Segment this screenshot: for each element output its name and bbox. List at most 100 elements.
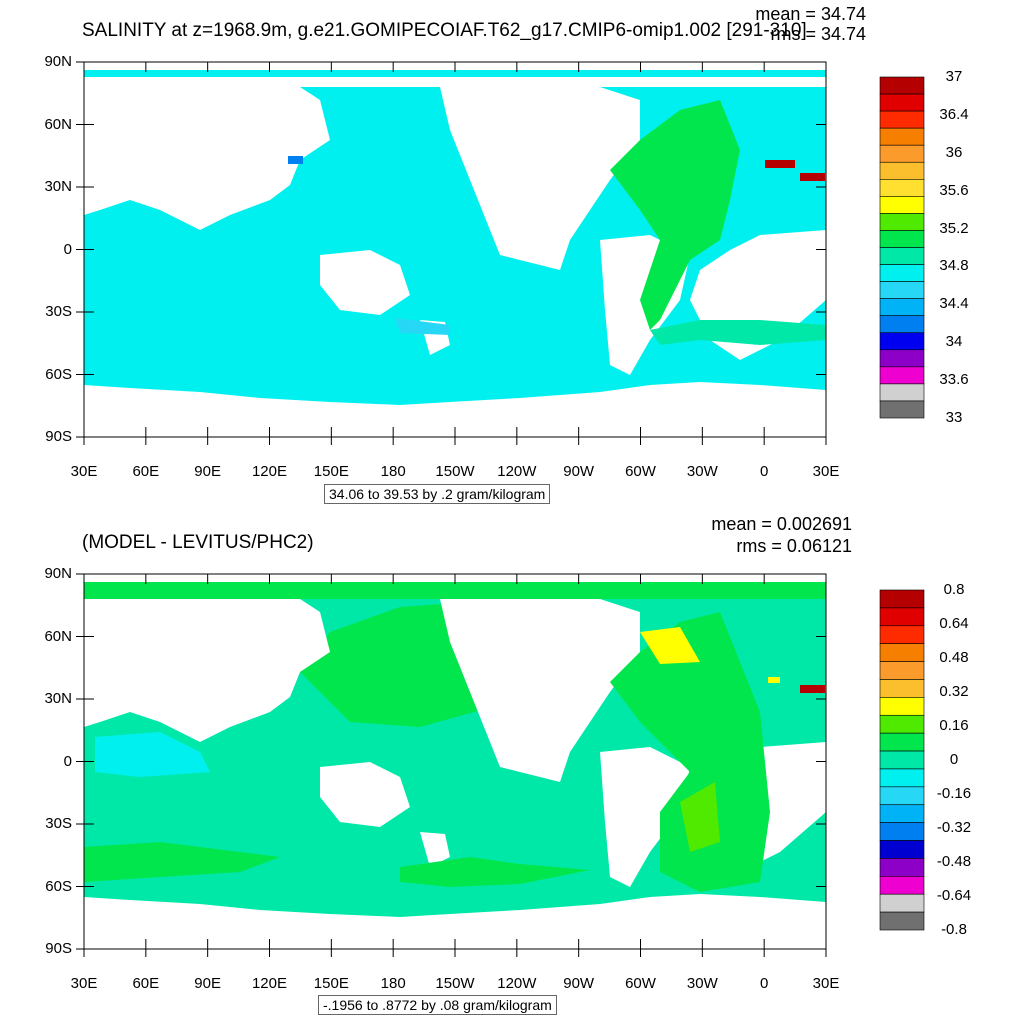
colorbar-swatch [879, 213, 925, 231]
colorbar-label: 34 [945, 333, 963, 351]
lat-label: 30N [44, 178, 72, 195]
colorbar-label: 35.2 [939, 219, 969, 237]
colorbar-swatch [879, 732, 925, 752]
colorbar-label: 0 [949, 751, 959, 768]
atlantic-green [610, 100, 740, 330]
atlantic-green [610, 612, 770, 892]
colorbar-swatch [879, 298, 925, 316]
colorbar-label: 36 [945, 143, 963, 161]
mediterranean [765, 160, 795, 168]
colorbar-swatch [879, 893, 925, 913]
colorbar-label: 37 [945, 68, 963, 85]
panel-title: (MODEL - LEVITUS/PHC2) [82, 532, 314, 553]
tick-marks [76, 573, 827, 957]
mediterranean [768, 677, 780, 683]
salinity-map [76, 61, 827, 445]
mean-value: mean = 34.74 [755, 4, 866, 24]
colorbar-swatch [879, 179, 925, 197]
colorbar-swatch [879, 750, 925, 770]
lat-label: 60N [44, 627, 72, 645]
colorbar-swatch [879, 400, 925, 419]
colorbar-swatch [879, 679, 925, 698]
colorbar [879, 76, 925, 419]
lon-label: 150W [435, 463, 475, 480]
lon-label: 30E [70, 975, 98, 992]
colorbar-swatch [879, 840, 925, 859]
lon-label: 60E [132, 463, 160, 480]
arctic-ice [84, 77, 826, 87]
lat-label: 0 [63, 240, 72, 258]
colorbar-swatch [879, 110, 925, 129]
lat-label: 30S [45, 815, 72, 832]
colorbar-swatch [879, 822, 925, 841]
lon-label: 60W [625, 975, 656, 992]
asia [84, 87, 330, 230]
colorbar-swatch [879, 93, 925, 112]
colorbar-label: 0.64 [939, 615, 969, 632]
colorbar-swatch [879, 230, 925, 248]
colorbar-label: 35.6 [939, 181, 969, 199]
lon-label: 180 [380, 975, 406, 992]
lon-label: 60W [625, 463, 656, 480]
south-america [600, 747, 690, 887]
labrador-yellow [640, 627, 700, 664]
colorbar-swatch [879, 661, 925, 680]
lat-label: 90N [44, 53, 72, 70]
colorbar-label: -0.16 [936, 785, 972, 802]
lon-label: 150E [313, 463, 349, 480]
colorbar-swatch [879, 714, 925, 734]
lat-label: 0 [63, 752, 72, 770]
lon-label: 120W [497, 463, 537, 480]
colorbar-swatch [879, 332, 925, 351]
colorbar-swatch [879, 144, 925, 163]
lon-label: 120W [497, 975, 537, 992]
indian-cyan [95, 732, 210, 777]
lon-label: 150W [435, 975, 475, 992]
colorbar-swatch [879, 697, 925, 716]
mediterranean [800, 685, 825, 693]
antarctica [84, 382, 826, 437]
north-america [440, 599, 640, 782]
tasman-blue [395, 318, 450, 335]
lat-label: 30S [45, 303, 72, 320]
lon-label: 90E [194, 463, 221, 480]
lon-label: 90W [563, 975, 595, 992]
atlantic-light-green [680, 782, 720, 852]
asia [84, 599, 330, 742]
new-zealand [420, 832, 450, 867]
lon-label: 30E [812, 463, 840, 480]
lat-label: 60S [45, 877, 72, 895]
colorbar-swatch [879, 161, 925, 180]
colorbar-swatch [879, 786, 925, 806]
colorbar-swatch [879, 911, 925, 931]
okhotsk-blue [288, 156, 303, 164]
atlantic-south [650, 320, 826, 345]
colorbar [879, 589, 925, 931]
colorbar-label: 0.48 [939, 649, 969, 666]
rms-value: rms = 0.06121 [736, 536, 852, 556]
colorbar-swatch [879, 858, 925, 877]
colorbar-swatch [879, 876, 925, 895]
lon-label: 30E [70, 463, 98, 480]
colorbar-label: 34.8 [939, 257, 969, 275]
colorbar-swatch [879, 349, 925, 368]
colorbar-swatch [879, 383, 925, 402]
colorbar-label: 0.8 [943, 581, 965, 598]
australia [320, 250, 410, 315]
lon-label: 30E [812, 975, 840, 992]
mean-value: mean = 0.002691 [711, 514, 852, 534]
lon-label: 30W [686, 975, 718, 992]
contour-range: 34.06 to 39.53 by .2 gram/kilogram [324, 484, 551, 504]
colorbar-label: 0.32 [939, 683, 969, 700]
panel-title: SALINITY at z=1968.9m, g.e21.GOMIPECOIAF… [82, 20, 807, 41]
lon-label: 0 [759, 463, 769, 480]
contour-range: -.1956 to .8772 by .08 gram/kilogram [318, 995, 557, 1015]
colorbar-swatch [879, 589, 925, 609]
colorbar-label: -0.48 [936, 853, 972, 870]
north-america [440, 87, 640, 270]
australia [320, 762, 410, 827]
colorbar-label: 36.4 [939, 105, 969, 123]
southern-green [84, 842, 280, 882]
colorbar-swatch [879, 768, 925, 788]
colorbar-swatch [879, 76, 925, 95]
